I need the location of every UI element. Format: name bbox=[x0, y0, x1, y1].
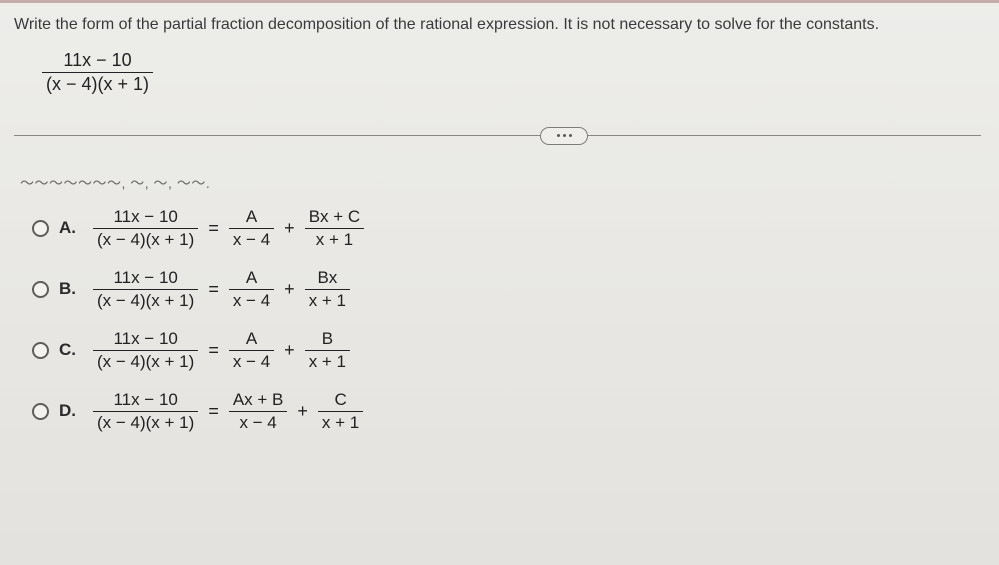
main-fraction: 11x − 10 (x − 4)(x + 1) bbox=[42, 50, 153, 95]
radio-c[interactable] bbox=[32, 342, 49, 359]
lhs-fraction: 11x − 10 (x − 4)(x + 1) bbox=[93, 207, 198, 250]
truncated-line: ～～～～～～～, ～, ～, ～～. bbox=[20, 173, 981, 193]
radio-d[interactable] bbox=[32, 403, 49, 420]
radio-a[interactable] bbox=[32, 220, 49, 237]
question-page: Write the form of the partial fraction d… bbox=[0, 0, 999, 565]
term-fraction: Bx + C x + 1 bbox=[305, 207, 365, 250]
dot-icon bbox=[569, 134, 572, 137]
option-label-c: C. bbox=[59, 340, 83, 360]
equation-a: 11x − 10 (x − 4)(x + 1) = A x − 4 + Bx +… bbox=[93, 207, 364, 250]
equals-sign: = bbox=[206, 279, 221, 300]
dot-icon bbox=[557, 134, 560, 137]
option-a[interactable]: A. 11x − 10 (x − 4)(x + 1) = A x − 4 + B… bbox=[32, 207, 981, 250]
equals-sign: = bbox=[206, 340, 221, 361]
option-label-a: A. bbox=[59, 218, 83, 238]
radio-b[interactable] bbox=[32, 281, 49, 298]
equals-sign: = bbox=[206, 218, 221, 239]
term-fraction: A x − 4 bbox=[229, 268, 274, 311]
more-pill[interactable] bbox=[540, 127, 588, 145]
main-numerator: 11x − 10 bbox=[59, 50, 135, 71]
option-label-d: D. bbox=[59, 401, 83, 421]
plus-sign: + bbox=[282, 218, 297, 239]
plus-sign: + bbox=[282, 340, 297, 361]
lhs-fraction: 11x − 10 (x − 4)(x + 1) bbox=[93, 268, 198, 311]
main-denominator: (x − 4)(x + 1) bbox=[42, 74, 153, 95]
plus-sign: + bbox=[282, 279, 297, 300]
top-border bbox=[0, 0, 999, 3]
lhs-fraction: 11x − 10 (x − 4)(x + 1) bbox=[93, 390, 198, 433]
equation-d: 11x − 10 (x − 4)(x + 1) = Ax + B x − 4 +… bbox=[93, 390, 363, 433]
lhs-fraction: 11x − 10 (x − 4)(x + 1) bbox=[93, 329, 198, 372]
section-divider bbox=[0, 121, 999, 151]
term-fraction: Ax + B x − 4 bbox=[229, 390, 288, 433]
dot-icon bbox=[563, 134, 566, 137]
divider-line bbox=[14, 135, 981, 136]
equation-b: 11x − 10 (x − 4)(x + 1) = A x − 4 + Bx x… bbox=[93, 268, 350, 311]
term-fraction: A x − 4 bbox=[229, 207, 274, 250]
equation-c: 11x − 10 (x − 4)(x + 1) = A x − 4 + B x … bbox=[93, 329, 350, 372]
option-d[interactable]: D. 11x − 10 (x − 4)(x + 1) = Ax + B x − … bbox=[32, 390, 981, 433]
option-c[interactable]: C. 11x − 10 (x − 4)(x + 1) = A x − 4 + B bbox=[32, 329, 981, 372]
option-b[interactable]: B. 11x − 10 (x − 4)(x + 1) = A x − 4 + B… bbox=[32, 268, 981, 311]
term-fraction: B x + 1 bbox=[305, 329, 350, 372]
options-list: A. 11x − 10 (x − 4)(x + 1) = A x − 4 + B… bbox=[32, 207, 981, 433]
equals-sign: = bbox=[206, 401, 221, 422]
term-fraction: A x − 4 bbox=[229, 329, 274, 372]
plus-sign: + bbox=[295, 401, 310, 422]
option-label-b: B. bbox=[59, 279, 83, 299]
term-fraction: Bx x + 1 bbox=[305, 268, 350, 311]
term-fraction: C x + 1 bbox=[318, 390, 363, 433]
instructions-text: Write the form of the partial fraction d… bbox=[14, 14, 981, 36]
main-expression: 11x − 10 (x − 4)(x + 1) bbox=[42, 50, 981, 95]
fraction-bar bbox=[42, 72, 153, 73]
